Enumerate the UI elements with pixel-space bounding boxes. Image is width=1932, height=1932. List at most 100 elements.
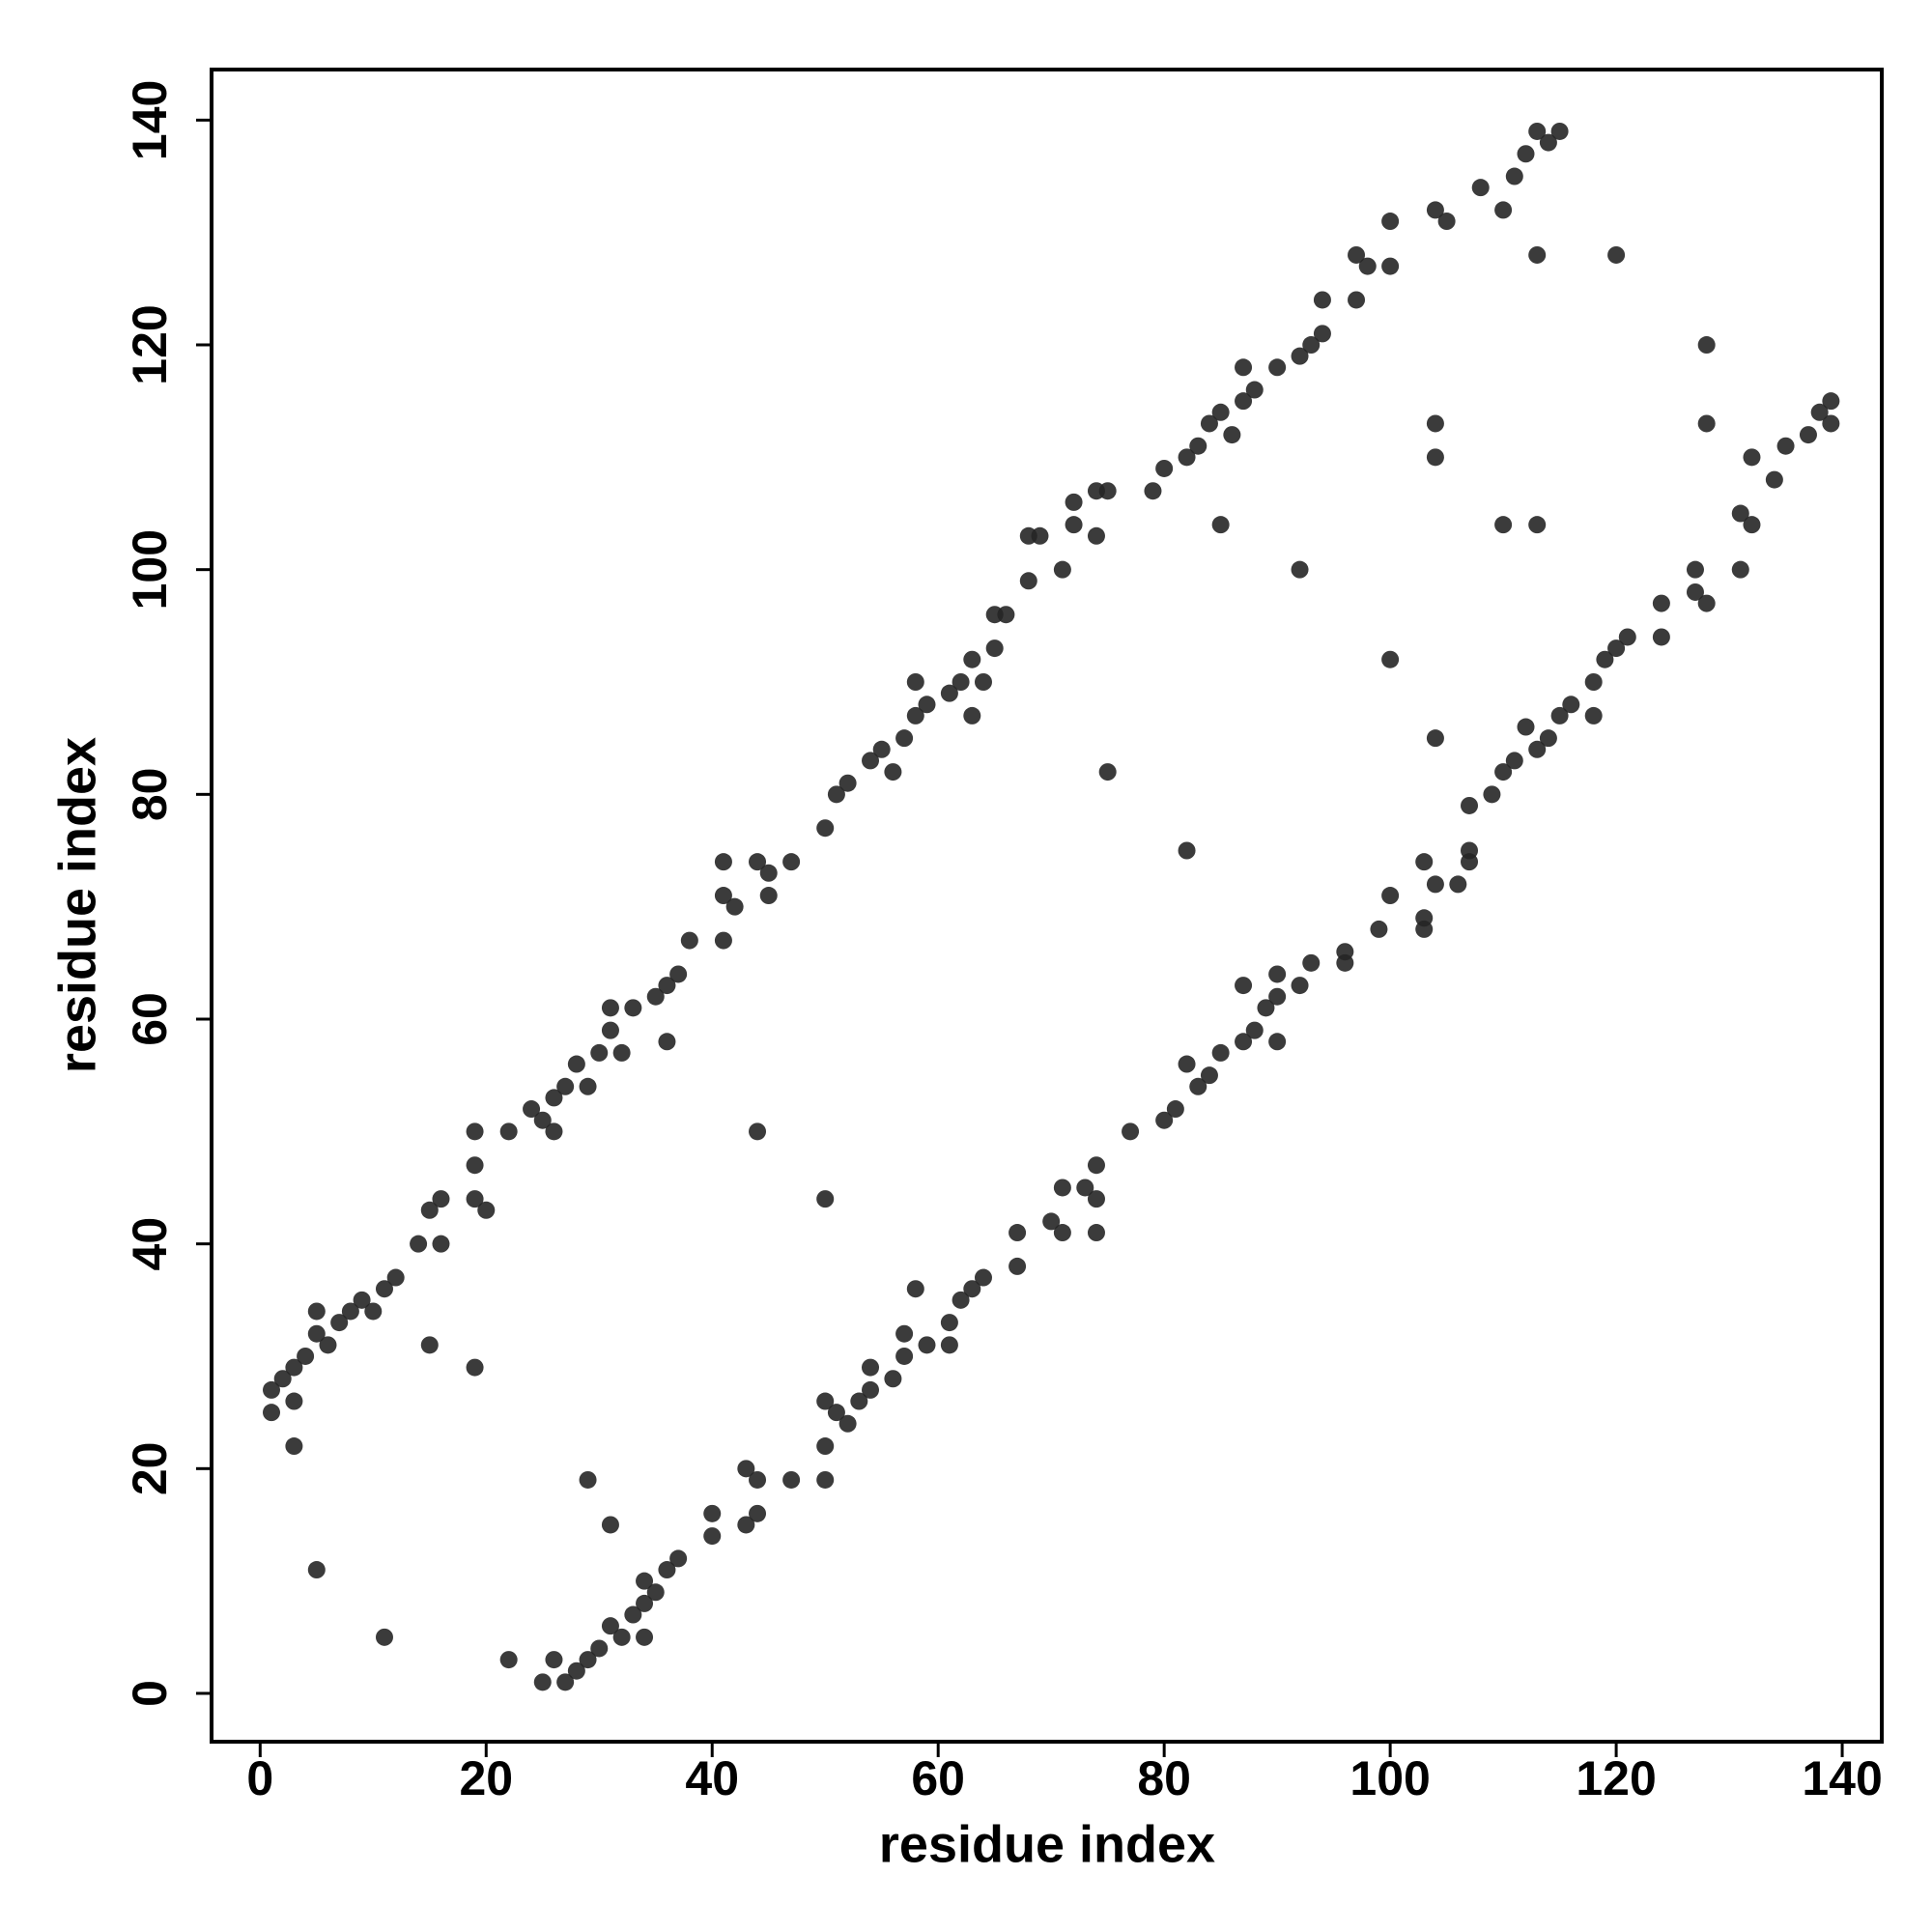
point [499, 1651, 518, 1669]
point [906, 673, 924, 692]
point [1494, 516, 1513, 534]
point [680, 931, 698, 950]
point [1381, 257, 1400, 275]
point [1776, 437, 1795, 455]
point [816, 1437, 835, 1456]
point [1235, 977, 1253, 995]
point [330, 1314, 349, 1332]
point [895, 1347, 914, 1365]
point [1505, 752, 1523, 770]
point [1189, 437, 1208, 455]
point [1822, 392, 1840, 411]
point [1528, 122, 1547, 140]
point [759, 887, 778, 905]
point [307, 1302, 326, 1321]
point [1358, 257, 1377, 275]
point [1731, 504, 1749, 523]
point [1652, 594, 1670, 612]
point [918, 696, 936, 714]
point [1155, 459, 1174, 477]
point [1517, 145, 1535, 163]
point [556, 1077, 575, 1095]
point [974, 1268, 992, 1287]
point [1562, 696, 1580, 714]
point [556, 1673, 575, 1691]
point [827, 785, 845, 804]
point [466, 1358, 484, 1377]
point [906, 1280, 924, 1298]
point [658, 977, 676, 995]
y-tick-label: 40 [123, 1217, 177, 1271]
point [601, 1617, 619, 1635]
point [997, 606, 1015, 624]
point [1494, 201, 1513, 219]
point [523, 1100, 541, 1119]
point [816, 1392, 835, 1410]
point [1257, 999, 1275, 1017]
point [477, 1201, 496, 1219]
point [1539, 729, 1557, 748]
point [1076, 1179, 1094, 1197]
point [737, 1516, 755, 1534]
y-tick-label: 60 [123, 992, 177, 1046]
point [1426, 875, 1444, 894]
point [590, 1043, 609, 1062]
point [1517, 718, 1535, 736]
point [714, 931, 732, 950]
point [1437, 213, 1456, 231]
point [985, 639, 1004, 658]
point [1098, 763, 1117, 781]
point [420, 1201, 439, 1219]
point [1381, 887, 1400, 905]
point [963, 706, 981, 724]
point [1291, 347, 1309, 365]
point [1652, 628, 1670, 646]
point [782, 853, 801, 871]
y-tick-label: 120 [123, 304, 177, 384]
point [466, 1156, 484, 1175]
point [1235, 392, 1253, 411]
point [1697, 336, 1716, 355]
point [1697, 414, 1716, 433]
point [1415, 909, 1434, 927]
point [364, 1302, 383, 1321]
point [545, 1122, 563, 1141]
point [567, 1662, 585, 1680]
point [895, 1324, 914, 1343]
point [1042, 1212, 1061, 1231]
point [579, 1470, 597, 1489]
point [1483, 785, 1501, 804]
x-tick-label: 100 [1350, 1751, 1430, 1805]
y-axis-title: residue index [48, 737, 106, 1073]
point [545, 1089, 563, 1107]
point [1381, 650, 1400, 668]
point [1200, 414, 1218, 433]
point [307, 1324, 326, 1343]
point [307, 1561, 326, 1579]
point [410, 1235, 428, 1253]
x-tick-label: 120 [1576, 1751, 1656, 1805]
point [1178, 841, 1196, 860]
point [1268, 358, 1287, 377]
x-tick-label: 0 [246, 1751, 273, 1805]
point [285, 1437, 303, 1456]
point [1528, 740, 1547, 758]
point [624, 1605, 642, 1624]
point [974, 673, 992, 692]
point [636, 1594, 654, 1612]
point [1618, 628, 1636, 646]
point [940, 684, 958, 702]
y-tick-label: 140 [123, 80, 177, 160]
x-axis-title: residue index [879, 1815, 1215, 1873]
point [432, 1235, 450, 1253]
y-tick-label: 80 [123, 768, 177, 822]
point [545, 1651, 563, 1669]
point [1019, 572, 1037, 590]
point [386, 1268, 405, 1287]
point [601, 1021, 619, 1039]
point [838, 774, 857, 792]
point [1166, 1100, 1184, 1119]
x-tick-label: 20 [459, 1751, 513, 1805]
point [1178, 448, 1196, 467]
point [1053, 560, 1071, 579]
